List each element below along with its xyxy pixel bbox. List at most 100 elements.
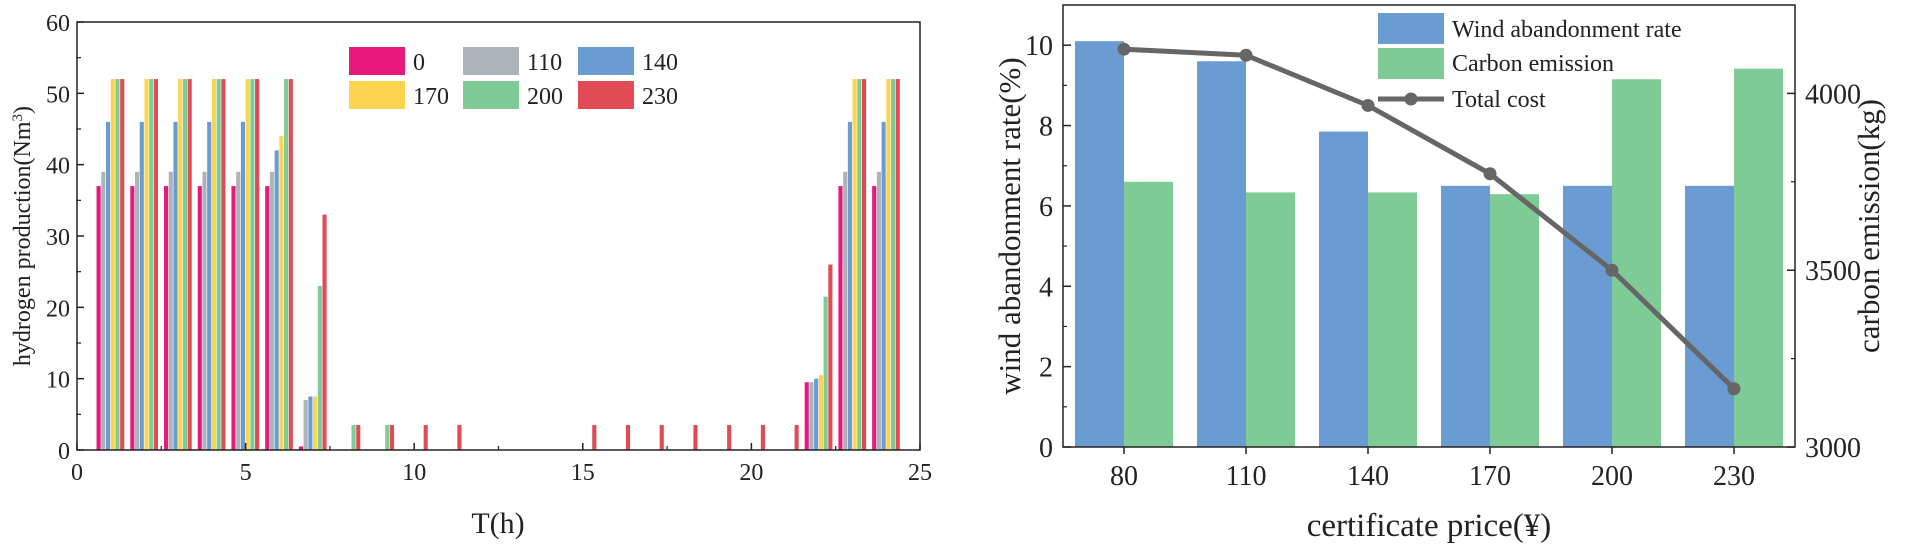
wind-bar-170 (1441, 185, 1490, 447)
bar-h1-s170 (110, 79, 115, 451)
bar-h4-s140 (207, 121, 212, 450)
left-x-axis-title: T(h) (471, 507, 524, 540)
bar-h3-s170 (178, 79, 183, 451)
left-x-tick-label: 10 (402, 460, 426, 486)
bar-h5-s230 (255, 79, 260, 451)
left-legend-label-170: 170 (413, 84, 449, 110)
bar-h6-s0 (265, 186, 270, 451)
bar-h22-s140 (814, 378, 819, 450)
bar-h22-s0 (804, 382, 809, 450)
bar-h1-s200 (115, 79, 120, 451)
total-cost-point-230 (1727, 382, 1741, 396)
bar-h17-s230 (659, 425, 664, 450)
bar-h23-s230 (862, 79, 867, 451)
bar-h7-s0 (298, 446, 303, 450)
left-y-tick-label: 60 (46, 11, 70, 37)
right-x-tick-label: 140 (1347, 461, 1389, 492)
total-cost-point-170 (1483, 167, 1497, 181)
bar-h6-s200 (284, 79, 289, 451)
bar-h22-s200 (823, 296, 828, 450)
bar-h24-s170 (886, 79, 891, 451)
right-left-y-tick-label: 6 (1039, 192, 1053, 223)
bar-h2-s0 (130, 186, 135, 451)
bar-h18-s230 (693, 425, 698, 450)
bar-h15-s230 (592, 425, 597, 450)
bar-h9-s230 (389, 425, 395, 450)
bar-h24-s0 (872, 186, 877, 451)
carbon-bar-170 (1490, 194, 1539, 447)
left-legend: 0 110 140 170 200 230 (349, 47, 678, 110)
right-x-tick-label: 200 (1591, 461, 1633, 492)
bar-h8-s200 (351, 425, 356, 450)
bar-h5-s170 (245, 79, 250, 451)
left-legend-swatch-140 (578, 47, 634, 75)
bar-h22-s110 (809, 382, 814, 450)
total-cost-point-110 (1239, 48, 1253, 62)
bar-h3-s110 (168, 171, 173, 451)
left-legend-label-0: 0 (413, 50, 425, 76)
right-left-y-tick-label: 4 (1039, 272, 1053, 303)
left-legend-label-140: 140 (642, 50, 678, 76)
bar-h5-s0 (231, 186, 236, 451)
bar-h19-s230 (727, 425, 732, 450)
right-right-y-tick-label: 4000 (1805, 79, 1861, 110)
bar-h2-s110 (134, 171, 140, 451)
bar-h3-s0 (163, 186, 169, 451)
left-y-tick-label: 50 (46, 82, 70, 108)
bar-h6-s230 (288, 79, 293, 451)
bar-h11-s230 (457, 425, 462, 450)
total-cost-point-200 (1605, 263, 1619, 277)
left-x-ticks: 0 5 10 15 20 25 (71, 443, 932, 486)
left-x-tick-label: 5 (240, 460, 252, 486)
bar-h16-s230 (625, 425, 631, 450)
bar-h22-s170 (818, 375, 823, 450)
bar-h6-s110 (269, 171, 274, 451)
left-y-tick-label: 0 (58, 439, 70, 465)
hydrogen-production-chart: 0 5 10 15 20 25 0 10 20 30 40 50 60 T(h) hydrogen p… (10, 11, 932, 540)
left-x-tick-label: 20 (739, 460, 763, 486)
total-cost-polyline (1123, 46, 1736, 391)
left-bars (96, 79, 900, 451)
right-x-tick-label: 80 (1110, 461, 1138, 492)
right-legend-label-cost: Total cost (1452, 87, 1546, 113)
bar-h23-s110 (843, 171, 848, 451)
left-y-tick-label: 30 (46, 225, 70, 251)
right-legend-label-carbon: Carbon emission (1452, 51, 1614, 77)
total-cost-point-140 (1361, 98, 1375, 112)
bar-h21-s230 (794, 425, 799, 450)
wind-bar-80 (1075, 41, 1124, 447)
right-left-y-ticks: 0 2 4 6 8 10 (1025, 31, 1071, 464)
bar-h2-s200 (149, 79, 154, 451)
bar-h7-s110 (303, 400, 308, 450)
bar-h2-s170 (144, 79, 149, 451)
bar-h5-s110 (236, 171, 241, 451)
bar-h5-s200 (250, 79, 255, 451)
right-right-y-tick-label: 3500 (1805, 256, 1861, 287)
bar-h5-s140 (240, 121, 245, 450)
carbon-bar-140 (1368, 192, 1417, 447)
left-legend-label-200: 200 (527, 84, 563, 110)
right-plot-frame (1062, 4, 1796, 448)
bar-h7-s200 (317, 285, 322, 450)
left-y-tick-label: 20 (46, 296, 70, 322)
bar-h24-s110 (876, 171, 881, 451)
bar-h4-s0 (197, 186, 202, 451)
bar-h1-s230 (120, 79, 125, 451)
wind-bar-110 (1197, 61, 1246, 447)
bar-h3-s230 (187, 79, 192, 451)
right-left-y-tick-label: 2 (1039, 353, 1053, 384)
right-legend-swatch-carbon (1378, 48, 1444, 79)
left-x-tick-label: 25 (908, 460, 932, 486)
left-y-ticks: 0 10 20 30 40 50 60 (46, 11, 84, 465)
bar-h7-s230 (322, 214, 327, 450)
left-legend-swatch-0 (349, 47, 405, 75)
right-x-tick-label: 230 (1713, 461, 1755, 492)
bar-h6-s140 (274, 150, 279, 450)
carbon-bar-80 (1124, 181, 1173, 448)
bar-h7-s140 (308, 396, 313, 450)
right-left-y-axis-title: wind abandonment rate(%) (992, 57, 1027, 394)
wind-bar-230 (1685, 185, 1734, 447)
carbon-bar-110 (1246, 192, 1295, 447)
left-legend-label-230: 230 (642, 84, 678, 110)
